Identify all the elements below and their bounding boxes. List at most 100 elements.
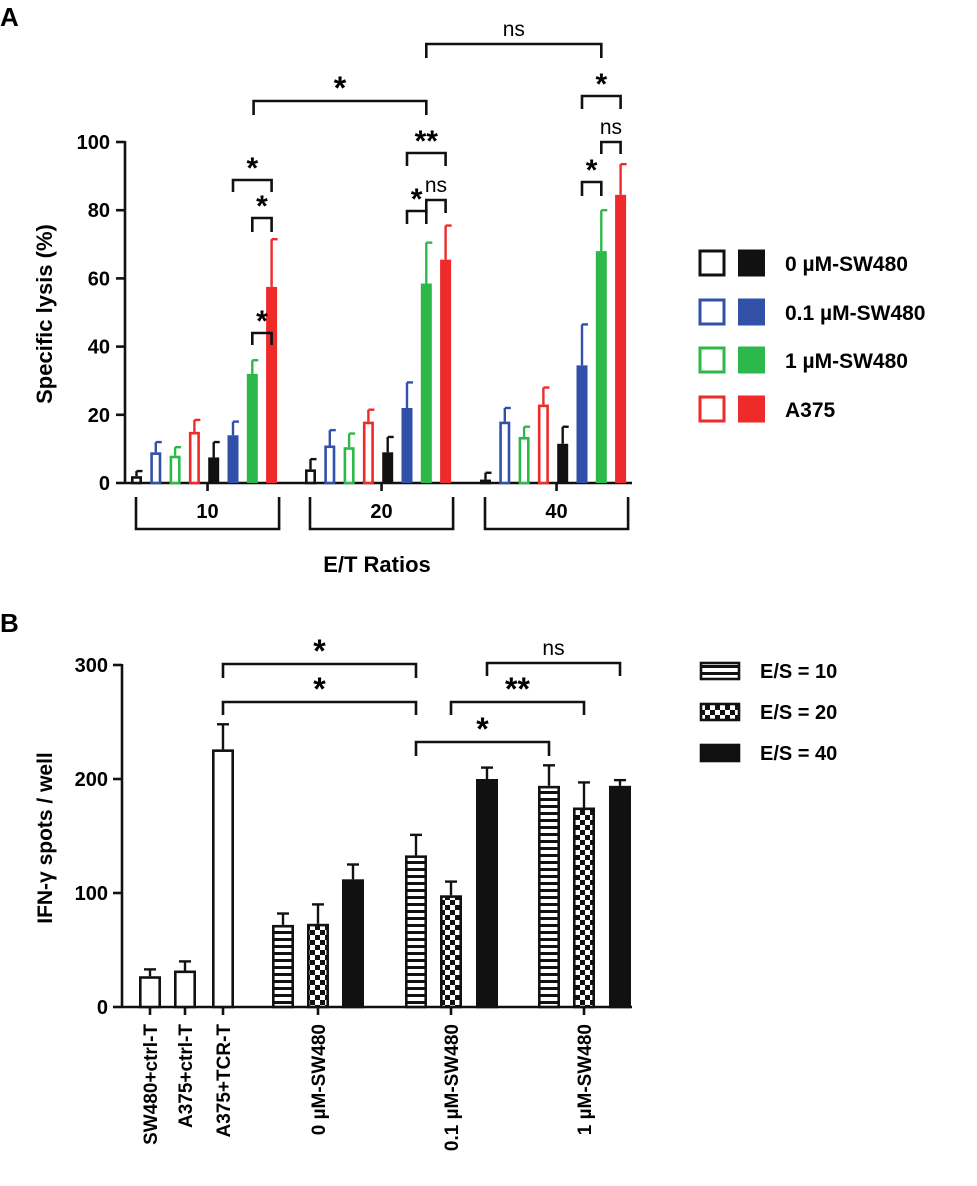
chart-a-sig-10-c-line [231, 178, 273, 192]
chart-a-sig-20-a-label: * [411, 183, 423, 216]
chart-a-sig-long-b-line [425, 42, 603, 58]
chart-a-legend-label: 0.1 µM-SW480 [785, 302, 925, 325]
chart-a-ytick-label: 80 [88, 200, 110, 222]
chart-b-bar [475, 778, 498, 1009]
chart-a-sig-40-c-label: * [595, 68, 607, 101]
chart-a-bar [479, 479, 491, 485]
chart-a-sig-20-b-label: ns [425, 174, 447, 197]
chart-b-xtick-label: 0 µM-SW480 [309, 1024, 330, 1135]
chart-a-sig-10-a-label: * [256, 305, 268, 338]
chart-a-sig-10-b-line [251, 216, 273, 232]
chart-b-sig-c-line [485, 661, 622, 676]
chart-a: Specific lysis (%) E/T Ratios 0 20 40 60 80 1… [32, 18, 925, 577]
chart-b-sig-b-line [221, 700, 418, 715]
chart-b-sig-a-line [221, 662, 418, 678]
chart-b-sig-e-label: * [476, 711, 489, 747]
chart-a-xlabel: E/T Ratios [323, 552, 431, 577]
chart-a-legend-label: 1 µM-SW480 [785, 350, 908, 373]
chart-a-sig-long-b-label: ns [503, 18, 525, 41]
chart-b-ylabel: IFN-γ spots / well [34, 752, 57, 924]
chart-a-bar [343, 447, 355, 485]
chart-a-sig-long-a-line [252, 99, 428, 115]
chart-a-legend-label: 0 µM-SW480 [785, 253, 908, 276]
chart-a-sig-40-b-label: ns [600, 116, 622, 139]
chart-a-sig-10-c-label: * [246, 152, 258, 185]
chart-a-legend-label: A375 [785, 399, 836, 422]
chart-a-bar [266, 286, 278, 483]
panel-label-b: B [0, 608, 19, 638]
chart-a-bar [537, 404, 549, 485]
chart-a-bar [420, 283, 432, 483]
chart-b-xtick-label: A375+TCR-T [214, 1024, 235, 1138]
chart-a-bar [615, 194, 627, 484]
panel-label-a: A [0, 2, 19, 32]
chart-a-bar [576, 365, 588, 483]
chart-b-xtick-label: 0.1 µM-SW480 [442, 1024, 463, 1151]
chart-a-bar [304, 469, 316, 485]
chart-a-xtick-label: 20 [370, 501, 392, 523]
chart-a-bar [401, 407, 413, 483]
chart-b-legend-swatch [699, 661, 741, 681]
chart-b-bar [271, 924, 294, 1009]
chart-a-bar [595, 251, 607, 483]
chart-b-xtick-label: A375+ctrl-T [176, 1024, 197, 1128]
chart-a-legend-solid-swatch [738, 249, 765, 277]
chart-a-group-bracket [308, 497, 455, 531]
chart-b-bar [537, 785, 560, 1009]
chart-a-sig-10-b-label: * [256, 190, 268, 223]
chart-a-ylabel: Specific lysis (%) [32, 224, 57, 404]
chart-b-legend-label: E/S = 20 [760, 702, 837, 724]
chart-a-bar [131, 476, 143, 485]
chart-a-sig-20-c-label: ** [415, 125, 439, 158]
chart-b-ytick-label: 0 [97, 997, 108, 1019]
chart-a-bar [499, 421, 511, 485]
chart-b-bar [341, 879, 364, 1009]
chart-b-ytick-label: 300 [75, 655, 108, 677]
chart-a-ytick-label: 20 [88, 405, 110, 427]
chart-a-bar [169, 455, 181, 485]
chart-a-sig-40-c-line [580, 94, 622, 109]
chart-a-xtick-label: 10 [196, 501, 218, 523]
chart-a-bar [188, 431, 200, 485]
chart-b-bar [608, 785, 631, 1009]
chart-a-bar [246, 373, 258, 483]
chart-b-ytick-label: 200 [75, 769, 108, 791]
chart-b-legend-swatch [699, 743, 741, 763]
chart-b-sig-a-label: * [313, 633, 326, 669]
chart-a-sig-20-a-line [405, 209, 428, 224]
chart-b-legend-label: E/S = 40 [760, 743, 837, 765]
chart-a-ytick-label: 60 [88, 268, 110, 290]
chart-a-legend-open-swatch [698, 298, 726, 326]
chart-b-xtick-label: SW480+ctrl-T [141, 1024, 162, 1145]
chart-a-bar [362, 421, 374, 485]
chart-a-bar [324, 445, 336, 485]
chart-a-sig-40-a-line [580, 180, 603, 196]
chart-a-xtick-label: 40 [545, 501, 567, 523]
chart-b-sig-e-line [414, 740, 551, 756]
chart-b-sig-c-label: ns [542, 637, 564, 660]
chart-a-bar [518, 436, 530, 485]
chart-b-sig-d-label: ** [505, 671, 530, 707]
chart-a-bar [150, 452, 162, 485]
chart-b-bar [139, 976, 162, 1009]
chart-a-group-bracket [483, 497, 630, 531]
chart-a-sig-20-b-line [425, 198, 447, 213]
chart-b-bar [306, 923, 329, 1009]
chart-b-legend-label: E/S = 10 [760, 661, 837, 683]
chart-a-bar [440, 259, 452, 483]
chart-a-sig-40-a-label: * [586, 154, 598, 187]
chart-a-legend-solid-swatch [738, 395, 765, 423]
chart-a-bar [382, 452, 394, 483]
chart-a-sig-40-b-line [600, 140, 622, 154]
chart-a-legend-solid-swatch [738, 298, 765, 326]
chart-b-sig-b-label: * [313, 671, 326, 707]
chart-b-legend-swatch [699, 702, 741, 722]
chart-a-bar [208, 457, 220, 483]
chart-a-ytick-label: 100 [77, 132, 110, 154]
chart-a-bar [227, 435, 239, 483]
chart-a-sig-20-c-line [405, 151, 447, 166]
chart-b: IFN-γ spots / well 0 100 200 300 SW480+ctrl-… [34, 633, 837, 1151]
chart-a-legend-open-swatch [698, 249, 726, 277]
chart-a-legend-solid-swatch [738, 346, 765, 374]
